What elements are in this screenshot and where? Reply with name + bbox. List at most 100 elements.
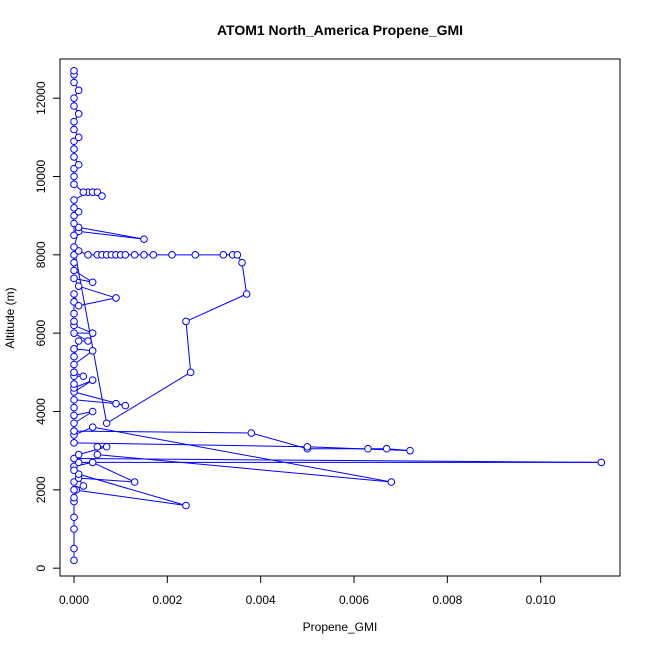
y-tick-label: 8000: [34, 241, 48, 268]
data-point: [233, 251, 242, 259]
data-point: [140, 251, 148, 259]
data-point: [70, 258, 78, 267]
series-segment: [106, 371, 191, 424]
data-point: [74, 282, 83, 290]
y-tick-label: 4000: [34, 398, 48, 425]
data-point: [70, 153, 78, 161]
series-segment: [92, 461, 135, 483]
data-point: [130, 251, 139, 259]
data-point: [303, 442, 312, 451]
data-point: [70, 380, 78, 388]
data-point: [70, 403, 78, 412]
data-point: [70, 513, 78, 522]
data-point: [70, 274, 78, 283]
data-point: [70, 525, 78, 533]
data-point: [191, 251, 200, 259]
data-point: [70, 493, 78, 502]
data-point: [112, 294, 120, 302]
data-point: [70, 395, 78, 404]
data-point: [88, 423, 97, 431]
data-point: [74, 301, 83, 310]
data-point: [382, 444, 391, 453]
data-point: [88, 346, 97, 355]
series-segment: [78, 230, 145, 240]
data-point: [74, 337, 83, 345]
data-point: [219, 251, 228, 259]
data-point: [70, 411, 78, 420]
series-segment: [78, 473, 187, 506]
data-point: [70, 94, 78, 102]
data-point: [93, 442, 102, 451]
data-point: [70, 243, 78, 251]
data-point: [70, 352, 78, 361]
data-point: [74, 160, 83, 169]
x-tick-label: 0.008: [432, 593, 462, 607]
data-point: [88, 407, 97, 416]
y-tick-label: 0: [34, 565, 48, 572]
x-tick-label: 0.004: [246, 593, 276, 607]
series-layer: [70, 66, 606, 565]
data-point: [406, 446, 414, 455]
data-point: [70, 368, 78, 377]
y-axis: 0 2000 4000 6000 8000 10000 12000: [34, 81, 61, 572]
data-point: [70, 317, 78, 326]
data-point: [112, 399, 120, 408]
series-segment: [73, 442, 308, 448]
data-point: [70, 219, 78, 228]
data-point: [79, 188, 88, 196]
data-point: [70, 544, 78, 553]
data-point: [70, 204, 78, 212]
series-segment: [73, 489, 187, 506]
data-point: [70, 125, 78, 134]
data-point: [140, 235, 148, 243]
data-point: [387, 478, 396, 486]
data-point: [247, 429, 256, 437]
data-point: [70, 102, 78, 110]
series-segment: [185, 321, 192, 373]
data-point: [102, 442, 111, 451]
series-segment: [78, 226, 145, 240]
series-segment: [73, 458, 602, 463]
x-axis-label: Propene_GMI: [303, 620, 378, 634]
data-point: [74, 110, 83, 118]
y-tick-label: 6000: [34, 319, 48, 346]
y-tick-label: 12000: [34, 81, 48, 115]
data-point: [70, 172, 78, 181]
data-point: [102, 419, 111, 428]
data-point: [70, 360, 78, 369]
data-point: [364, 444, 372, 453]
data-point: [79, 482, 88, 490]
data-point: [88, 376, 97, 384]
data-point: [84, 337, 92, 345]
data-point: [70, 66, 78, 75]
data-point: [70, 180, 78, 189]
data-point: [70, 145, 78, 153]
y-tick-label: 10000: [34, 159, 48, 193]
data-point: [70, 556, 78, 565]
plot-area-frame: [59, 58, 621, 577]
data-point: [70, 466, 78, 475]
data-point: [238, 258, 246, 267]
data-point: [70, 439, 78, 447]
data-point: [149, 251, 158, 259]
data-point: [242, 290, 251, 298]
data-point: [70, 345, 78, 353]
x-tick-label: 0.002: [152, 593, 182, 607]
series-segment: [185, 293, 247, 322]
data-point: [182, 501, 190, 510]
data-point: [70, 117, 78, 126]
data-point: [70, 196, 78, 204]
data-point: [70, 419, 78, 428]
x-tick-label: 0.010: [526, 593, 556, 607]
data-point: [70, 231, 78, 240]
data-point: [88, 329, 97, 337]
data-point: [74, 133, 83, 142]
data-point: [98, 192, 106, 200]
data-point: [93, 450, 102, 459]
data-point: [182, 317, 190, 326]
y-axis-label: Altitude (m): [3, 287, 17, 348]
data-point: [597, 458, 606, 467]
data-point: [121, 251, 130, 259]
